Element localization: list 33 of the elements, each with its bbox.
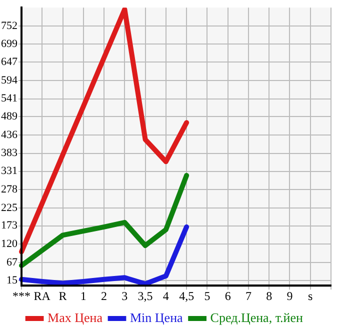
y-tick-label: 594 [1, 74, 18, 86]
x-tick-label: 3,5 [138, 288, 153, 303]
y-tick-label: 541 [1, 92, 18, 105]
y-tick-label: 278 [1, 183, 18, 196]
y-tick-label: 67 [6, 256, 18, 268]
x-tick-label: 4 [162, 288, 169, 303]
x-tick-label: 5 [204, 288, 210, 303]
x-tick-label: 6 [224, 288, 231, 303]
x-tick-label: R [58, 288, 67, 303]
legend-label: Max Цена [48, 310, 103, 325]
x-tick-label: 3 [122, 288, 128, 303]
x-tick-label: s [308, 288, 314, 303]
y-tick-label: 436 [1, 128, 18, 141]
y-tick-label: 173 [1, 220, 18, 232]
y-tick-label: 225 [1, 202, 18, 214]
y-tick-label: 120 [1, 238, 18, 250]
legend-label: Min Цена [130, 310, 184, 325]
x-tick-label: RA [34, 288, 51, 303]
y-tick-label: 647 [1, 56, 18, 68]
x-tick-label: 4,5 [179, 288, 194, 303]
legend-label: Сред.Цена, т.йен [210, 310, 304, 325]
y-tick-label: 489 [1, 110, 18, 123]
x-tick-label: 8 [266, 288, 272, 303]
x-tick-label: 1 [80, 288, 86, 303]
x-tick-label: 7 [245, 288, 252, 303]
x-tick-label: 9 [286, 288, 293, 303]
y-tick-label: 699 [1, 38, 18, 50]
x-tick-label: *** [12, 288, 30, 303]
y-tick-label: 752 [1, 20, 18, 32]
y-tick-label: 331 [1, 165, 18, 178]
y-tick-label: 383 [1, 147, 18, 160]
y-tick-label: 15 [6, 274, 18, 286]
x-tick-label: 2 [101, 288, 108, 303]
